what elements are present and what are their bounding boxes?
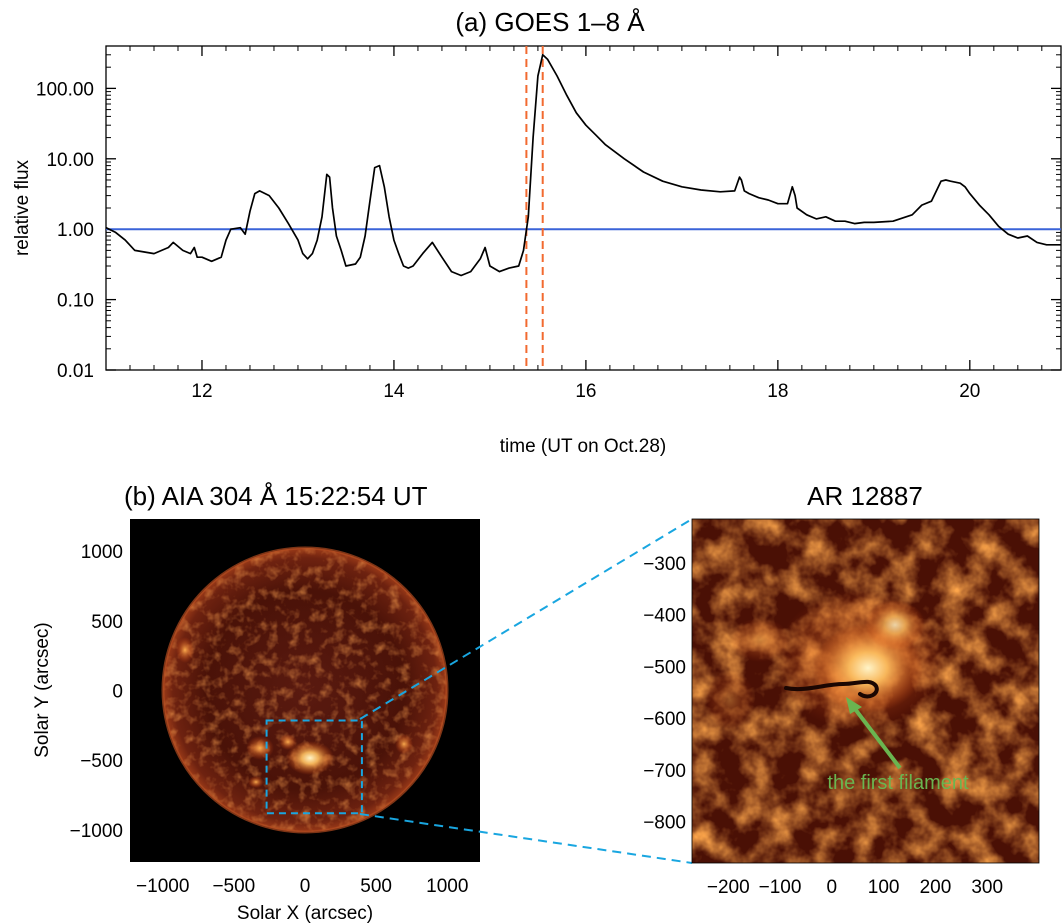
- panel-a-x-axis: 12 14 16 18 20: [105, 46, 1043, 402]
- panel-b-y-label: Solar Y (arcsec): [32, 622, 53, 758]
- x-tick-label: −1000: [136, 876, 189, 897]
- y-tick-label: 100.00: [36, 79, 94, 100]
- filament-annotation: the first filament: [827, 772, 969, 794]
- x-tick-label: 100: [868, 877, 900, 898]
- panel-a-minor-ticks: [106, 45, 1061, 350]
- filament-arrow-head: [846, 697, 862, 714]
- panel-a-x-label: time (UT on Oct.28): [500, 436, 666, 457]
- x-tick-label: 1000: [426, 876, 468, 897]
- x-tick-label: 16: [575, 381, 596, 402]
- filament-feature: [784, 679, 879, 699]
- y-tick-label: 1000: [81, 542, 123, 563]
- panel-c-x-axis: −200 −100 0 100 200 300: [707, 877, 1003, 898]
- panel-b-full-disk: (b) AIA 304 Å 15:22:54 UT −1000 −500 0 500 1…: [32, 481, 480, 923]
- panel-b-y-axis: −1000 −500 0 500 1000: [70, 542, 123, 842]
- panel-a-title: (a) GOES 1–8 Å: [455, 7, 645, 37]
- y-tick-label: −500: [643, 657, 686, 678]
- x-tick-label: 0: [827, 877, 838, 898]
- panel-b-x-label: Solar X (arcsec): [237, 903, 373, 923]
- x-tick-label: 20: [959, 381, 980, 402]
- x-tick-label: 500: [360, 876, 392, 897]
- solar-disk-image: [161, 546, 449, 834]
- panel-a-y-axis: 0.01 0.10 1.00 10.00 100.00: [36, 79, 1061, 382]
- y-tick-label: 500: [91, 612, 123, 633]
- x-tick-label: 300: [971, 877, 1003, 898]
- zoom-connector-bottom: [359, 813, 693, 864]
- y-tick-label: −1000: [70, 821, 123, 842]
- x-tick-label: −500: [212, 876, 255, 897]
- x-tick-label: −100: [759, 877, 802, 898]
- y-tick-label: 0.10: [57, 291, 94, 312]
- goes-flux-series-line: [105, 53, 1061, 277]
- panel-a-y-label: relative flux: [12, 159, 33, 256]
- y-tick-label: 1.00: [57, 220, 94, 241]
- y-tick-label: −500: [80, 751, 123, 772]
- y-tick-label: −400: [643, 606, 686, 627]
- zoom-connector-top: [359, 518, 693, 720]
- y-tick-label: −800: [643, 813, 686, 834]
- x-tick-label: 18: [767, 381, 788, 402]
- filament-arrow-shaft: [850, 703, 902, 770]
- panel-b-x-axis: −1000 −500 0 500 1000: [136, 876, 468, 897]
- panel-c-y-axis: −800 −700 −600 −500 −400 −300: [643, 554, 686, 834]
- x-tick-label: 12: [191, 381, 212, 402]
- panel-c-title: AR 12887: [807, 481, 923, 511]
- y-tick-label: 0: [112, 682, 123, 703]
- panel-c-active-region: AR 12887 −200 −100 0 100 200 300 −800 −700 −600…: [643, 481, 1040, 898]
- zoom-region-box: [265, 719, 363, 815]
- y-tick-label: −300: [643, 554, 686, 575]
- y-tick-label: −600: [643, 709, 686, 730]
- y-tick-label: 0.01: [57, 361, 94, 382]
- panel-a-goes-lightcurve: (a) GOES 1–8 Å 12 14 16 18 20 0.01 0.10 1.00 10…: [12, 7, 1062, 457]
- x-tick-label: −200: [707, 877, 750, 898]
- y-tick-label: −700: [643, 761, 686, 782]
- x-tick-label: 0: [300, 876, 311, 897]
- y-tick-label: 10.00: [46, 150, 94, 171]
- x-tick-label: 200: [920, 877, 952, 898]
- active-region-image: [692, 519, 1039, 863]
- x-tick-label: 14: [383, 381, 405, 402]
- panel-b-title: (b) AIA 304 Å 15:22:54 UT: [124, 481, 428, 511]
